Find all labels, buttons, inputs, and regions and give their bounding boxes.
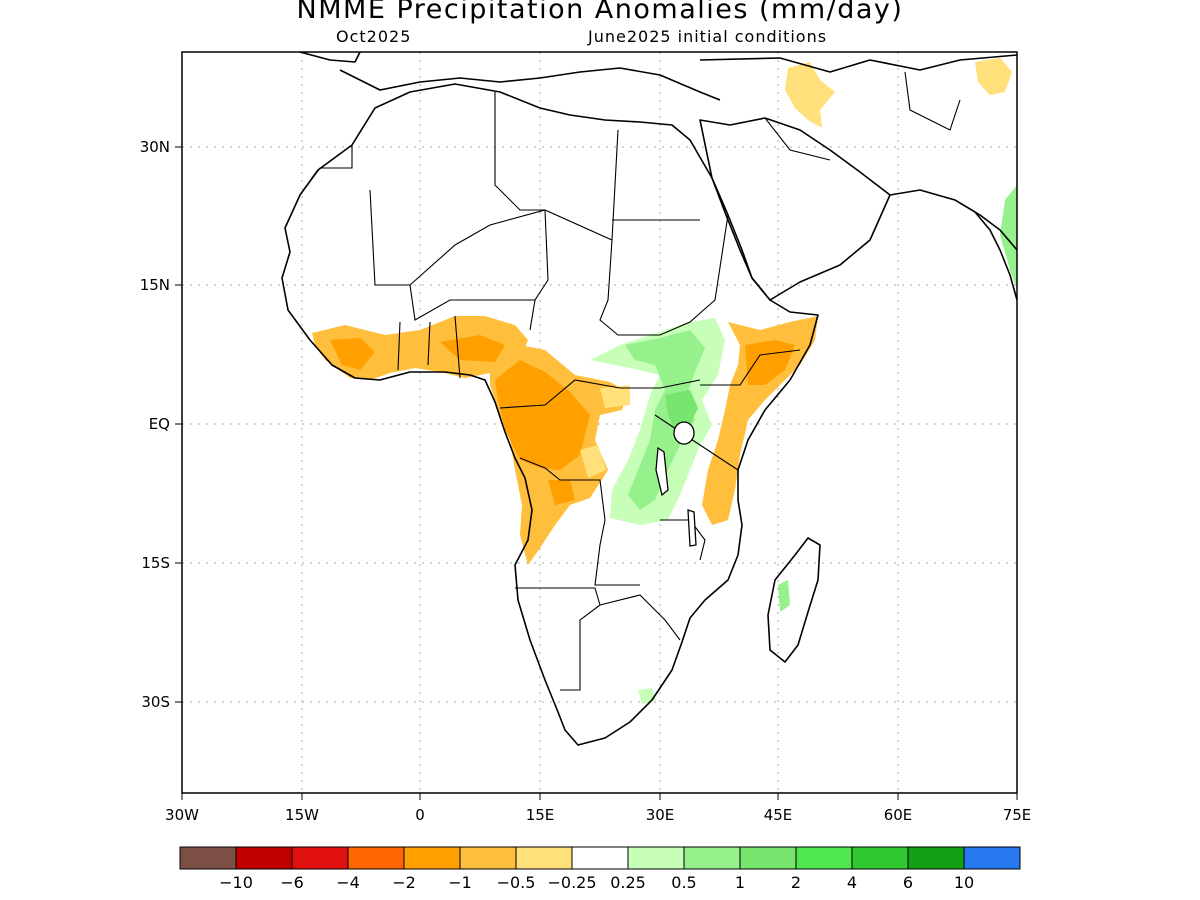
plot-area — [182, 52, 1017, 793]
lon-tick-label: 30E — [646, 806, 675, 824]
colorbar-label: 4 — [847, 873, 857, 892]
colorbar-label: 10 — [954, 873, 974, 892]
colorbar-label: −0.5 — [497, 873, 536, 892]
colorbar-swatch — [403, 846, 461, 870]
colorbar-label: −2 — [392, 873, 416, 892]
colorbar-swatch — [235, 846, 293, 870]
colorbar-label: −0.25 — [547, 873, 596, 892]
dry-anomaly-west-africa-inner — [330, 335, 505, 370]
india-outline — [954, 199, 1017, 301]
colorbar-swatch — [739, 846, 797, 870]
lat-tick-label: 30N — [140, 138, 170, 156]
lake-malawi — [687, 509, 697, 547]
country-borders — [299, 71, 961, 691]
colorbar-labels: −10 −6 −4 −2 −1 −0.5 −0.25 0.25 0.5 1 2 4 6 10 — [219, 873, 974, 892]
colorbar-swatch — [515, 846, 573, 870]
dry-anomaly-central-asia — [975, 58, 1012, 95]
colorbar-swatch — [571, 846, 629, 870]
dry-anomaly-yellow-fringe — [580, 385, 630, 478]
colorbar-label: −4 — [336, 873, 360, 892]
lat-tick-label: 15N — [140, 276, 170, 294]
colorbar-label: −10 — [219, 873, 253, 892]
dry-anomaly-regions — [312, 58, 1012, 565]
valid-month-label: Oct2025 — [336, 27, 412, 46]
colorbar-label: 6 — [903, 873, 913, 892]
lon-tick-label: 60E — [884, 806, 913, 824]
wet-anomaly-east-africa-inner — [625, 330, 705, 510]
dry-anomaly-central-africa-inner — [495, 360, 590, 505]
colorbar-swatch — [627, 846, 685, 870]
lat-tick-label: 15S — [141, 554, 170, 572]
colorbar-swatch — [907, 846, 965, 870]
grid-lines — [182, 52, 1017, 793]
lon-tick-label: 75E — [1003, 806, 1032, 824]
dry-anomaly-iran — [785, 62, 835, 128]
colorbar-label: −6 — [280, 873, 304, 892]
arabia-outline — [699, 117, 891, 301]
lon-tick-label: 30W — [165, 806, 199, 824]
wet-anomaly-india — [1000, 185, 1017, 290]
map-title: NMME Precipitation Anomalies (mm/day) — [296, 0, 904, 25]
colorbar-swatch — [459, 846, 517, 870]
lon-tick-label: 15W — [285, 806, 319, 824]
init-conditions-label: June2025 initial conditions — [588, 27, 828, 46]
lon-tick-label: 0 — [415, 806, 425, 824]
colorbar-swatch — [851, 846, 909, 870]
colorbar — [179, 846, 1021, 870]
colorbar-swatch — [291, 846, 349, 870]
colorbar-label: 2 — [791, 873, 801, 892]
lake-victoria — [673, 421, 695, 445]
colorbar-swatch — [683, 846, 741, 870]
africa-outline — [281, 83, 819, 746]
lakes — [655, 421, 697, 547]
iberia-coast — [299, 52, 361, 63]
dry-anomaly-west-africa — [312, 316, 528, 380]
dry-anomaly-east-africa — [702, 316, 818, 525]
mediterranean-coast — [339, 67, 721, 101]
madagascar-outline — [767, 537, 821, 663]
colorbar-swatch — [347, 846, 405, 870]
colorbar-label: −1 — [448, 873, 472, 892]
lat-tick-label: 30S — [141, 693, 170, 711]
wet-anomaly-east-africa-core — [665, 390, 698, 430]
lat-tick-label: EQ — [149, 415, 170, 433]
colorbar-swatch — [795, 846, 853, 870]
lake-tanganyika — [655, 446, 669, 497]
colorbar-label: 0.25 — [610, 873, 646, 892]
colorbar-label: 1 — [735, 873, 745, 892]
colorbar-label: 0.5 — [671, 873, 696, 892]
axis-ticks — [175, 146, 1018, 800]
lon-tick-label: 15E — [526, 806, 555, 824]
dry-anomaly-east-africa-inner — [745, 340, 795, 385]
wet-anomaly-regions — [590, 185, 1017, 704]
wet-anomaly-madagascar — [778, 580, 790, 612]
lon-tick-label: 45E — [764, 806, 793, 824]
coastlines — [281, 52, 1017, 746]
plot-frame — [181, 51, 1018, 794]
colorbar-swatch — [963, 846, 1021, 870]
colorbar-swatch — [179, 846, 237, 870]
